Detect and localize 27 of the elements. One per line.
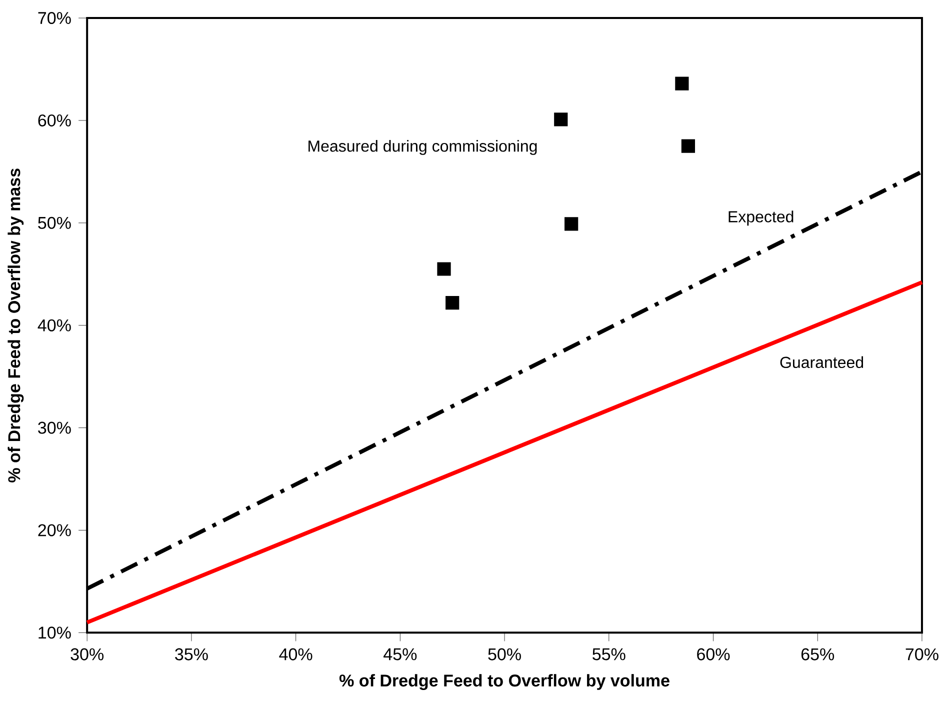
y-axis-title: % of Dredge Feed to Overflow by mass	[8, 168, 24, 483]
x-tick-label: 65%	[801, 648, 834, 660]
point	[446, 296, 460, 310]
point	[564, 217, 578, 231]
x-tick-label: 70%	[906, 648, 938, 660]
x-tick-label: 55%	[592, 648, 626, 660]
point	[437, 262, 451, 276]
x-tick-label: 30%	[70, 648, 104, 660]
y-tick-label: 10%	[38, 626, 71, 639]
point	[554, 112, 568, 126]
x-tick-label: 35%	[175, 648, 208, 660]
y-tick-label: 40%	[38, 319, 71, 332]
point	[675, 76, 689, 91]
y-tick-label: 60%	[38, 114, 71, 127]
y-tick-label: 50%	[38, 217, 71, 230]
x-axis-title: % of Dredge Feed to Overflow by volume	[339, 674, 670, 690]
y-tick-label: 30%	[38, 422, 71, 434]
x-tick-label: 40%	[279, 648, 312, 660]
x-tick-label: 60%	[697, 648, 730, 660]
x-tick-label: 50%	[488, 648, 521, 660]
series-label: Expected	[728, 210, 794, 226]
y-tick-label: 70%	[38, 12, 71, 24]
series-label: Measured during commissioning	[308, 140, 537, 156]
series-label: Guaranteed	[780, 356, 864, 368]
y-tick-label: 20%	[38, 524, 71, 536]
x-tick-label: 45%	[384, 648, 417, 660]
point	[681, 139, 696, 154]
